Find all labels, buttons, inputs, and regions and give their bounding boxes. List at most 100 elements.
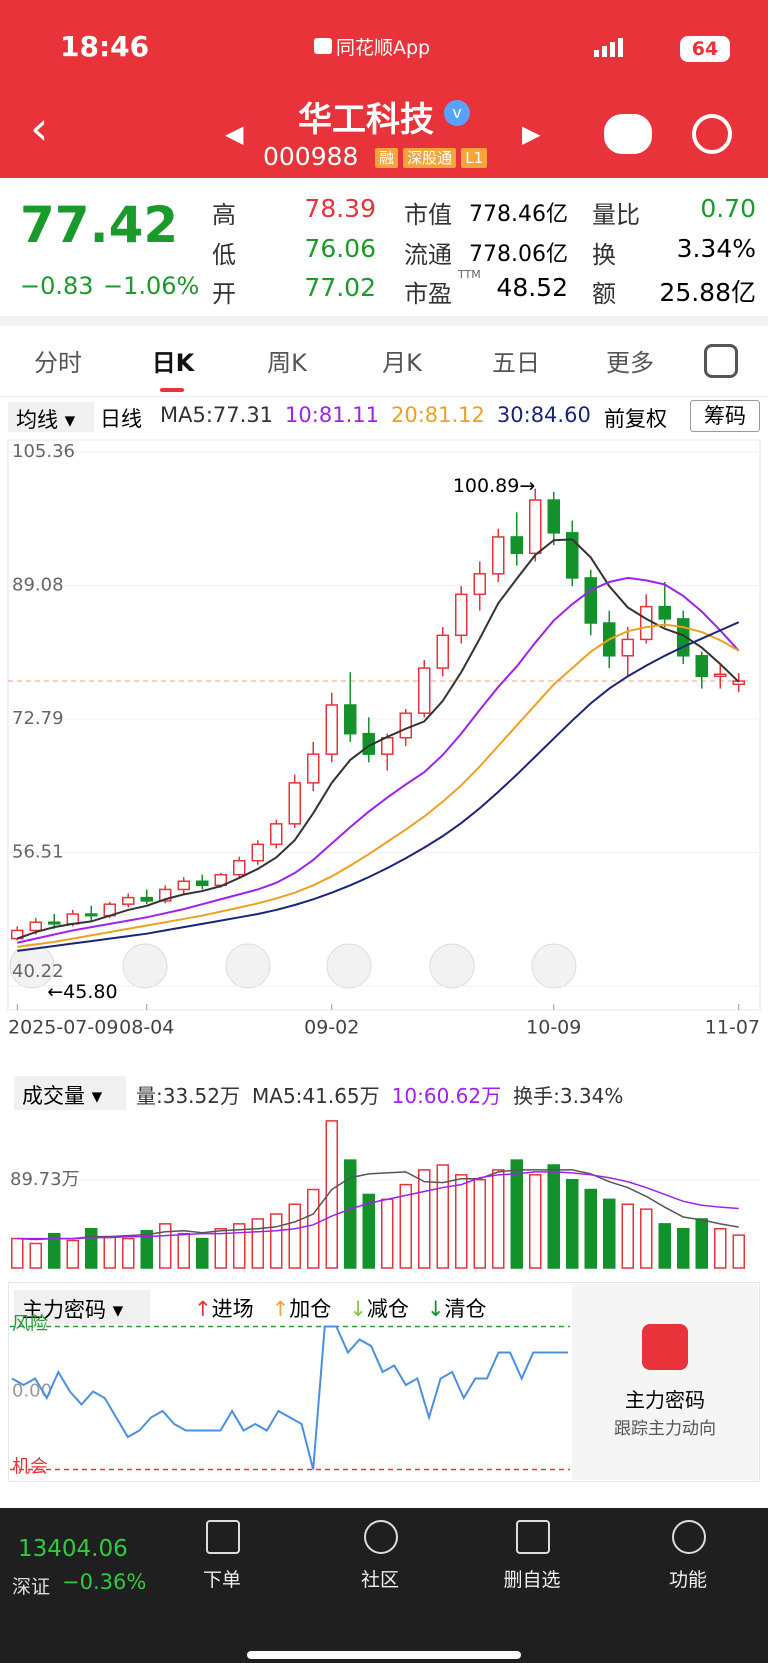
tab[interactable]: 五日 xyxy=(492,349,540,377)
stat-value: 778.46亿 xyxy=(469,202,568,227)
y-tick-label: 风险 xyxy=(12,1314,48,1335)
nav-item[interactable]: 功能 xyxy=(668,1569,707,1591)
volume-bar xyxy=(603,1198,616,1269)
ma-legend-item: MA5:77.31 xyxy=(160,403,274,427)
nav-item[interactable]: 下单 xyxy=(202,1569,241,1591)
index-value: 13404.06 xyxy=(18,1536,128,1562)
tab[interactable]: 周K xyxy=(267,349,307,377)
volume-bar xyxy=(196,1237,209,1269)
volume-bar xyxy=(399,1183,412,1269)
candle-body xyxy=(159,888,172,902)
low-annotation: ←45.80 xyxy=(47,981,117,1003)
indicator-button[interactable]: 主力密码 ▾ xyxy=(14,1290,150,1324)
y-tick-label: 机会 xyxy=(12,1457,48,1478)
candle-body xyxy=(233,859,246,876)
candle-body xyxy=(584,577,597,624)
tab[interactable]: 日K xyxy=(151,349,195,377)
prev-stock[interactable]: ◀ xyxy=(225,120,244,148)
indicator-legend-item: 进场 xyxy=(211,1297,254,1321)
panel-title: 主力密码 xyxy=(625,1388,705,1412)
volume-bar xyxy=(492,1169,505,1269)
volume-legend-item: 换手:3.34% xyxy=(513,1084,624,1108)
nav-icon xyxy=(672,1520,706,1554)
lock-icon xyxy=(642,1324,688,1370)
ma-line xyxy=(17,623,740,948)
nav-item[interactable]: 社区 xyxy=(360,1569,399,1591)
chips-button[interactable]: 筹码 xyxy=(690,400,760,432)
tab[interactable]: 更多 xyxy=(606,349,654,377)
search-icon[interactable] xyxy=(692,114,732,154)
tab[interactable]: 分时 xyxy=(34,349,82,377)
candle-body xyxy=(288,782,301,825)
volume-button[interactable]: 成交量 ▾ xyxy=(14,1076,126,1110)
candle-body xyxy=(640,605,653,641)
volume-bar xyxy=(510,1159,523,1269)
stat-label: 额 xyxy=(592,280,616,308)
tags: 融 深股通 L1 xyxy=(375,147,488,168)
verified-badge: v xyxy=(444,100,470,126)
indicator-title: 主力密码 xyxy=(22,1298,106,1322)
indicator-legend: ↑进场 ↑加仓 ↓减仓 ↓清仓 xyxy=(164,1293,486,1323)
stat-label: 市盈 xyxy=(404,280,452,308)
ttm: TTM xyxy=(458,268,481,281)
volume-legend: 量:33.52万 MA5:41.65万 10:60.62万 换手:3.34% xyxy=(136,1080,635,1109)
control-button[interactable] xyxy=(326,943,372,989)
settings-icon[interactable] xyxy=(704,344,738,378)
candle-body xyxy=(621,638,634,657)
candle-body xyxy=(381,737,394,755)
volume-bar xyxy=(381,1198,394,1269)
ma-button[interactable]: 均线 ▾ xyxy=(8,402,94,432)
candle-body xyxy=(714,673,727,678)
y-tick-label: 56.51 xyxy=(12,841,64,862)
robot-icon[interactable] xyxy=(604,114,652,154)
volume-legend-item: MA5:41.65万 xyxy=(252,1084,380,1108)
tag: 深股通 xyxy=(403,148,457,168)
control-button[interactable] xyxy=(225,943,271,989)
ma-button-text: 均线 xyxy=(16,408,58,432)
stat-label: 量比 xyxy=(592,201,640,229)
status-app: 同花顺App xyxy=(314,33,430,60)
ma-legend: MA5:77.31 10:81.11 20:81.12 30:84.60 xyxy=(160,403,603,427)
next-stock[interactable]: ▶ xyxy=(522,120,541,148)
candle-body xyxy=(547,499,560,534)
control-button[interactable] xyxy=(122,943,168,989)
volume-ma-line xyxy=(17,1171,739,1240)
control-button[interactable] xyxy=(429,943,475,989)
volume-bar xyxy=(566,1178,579,1269)
candle-body xyxy=(85,913,98,917)
candle-body xyxy=(344,704,357,735)
candle-body xyxy=(196,880,209,887)
ma-legend-item: 10:81.11 xyxy=(285,403,379,427)
candle-body xyxy=(325,704,338,755)
volume-legend-item: 10:60.62万 xyxy=(391,1084,502,1108)
stat-label: 高 xyxy=(212,201,236,229)
app-name: 同花顺App xyxy=(336,37,431,59)
nav-item[interactable]: 删自选 xyxy=(503,1569,561,1591)
volume-bar xyxy=(11,1237,24,1269)
stat-value: 76.06 xyxy=(304,234,376,263)
stat-label: 开 xyxy=(212,280,236,308)
control-button[interactable] xyxy=(531,943,577,989)
indicator-legend-item: 减仓 xyxy=(366,1297,409,1321)
indicator-legend-item: 加仓 xyxy=(289,1297,332,1321)
stat-value: 0.70 xyxy=(700,194,756,223)
volume-bar xyxy=(85,1228,98,1269)
tag: 融 xyxy=(375,148,399,168)
adjust[interactable]: 前复权 xyxy=(604,407,667,431)
volume-bar xyxy=(658,1223,671,1269)
indicator-panel[interactable]: 主力密码 跟踪主力动向 xyxy=(572,1284,758,1480)
tab-underline xyxy=(160,388,184,392)
candle-body xyxy=(29,921,42,932)
candle-body xyxy=(695,655,708,678)
volume-bar xyxy=(473,1178,486,1269)
status-time: 18:46 xyxy=(60,30,150,63)
back-button[interactable]: ‹ xyxy=(30,101,49,155)
indicator-legend-item: 清仓 xyxy=(444,1297,487,1321)
tab[interactable]: 月K xyxy=(382,349,422,377)
volume-bar xyxy=(547,1164,560,1269)
signal-icon xyxy=(592,36,632,57)
index-change: −0.36% xyxy=(62,1570,147,1594)
x-tick-label: 11-07 xyxy=(705,1017,760,1039)
high-annotation: 100.89→ xyxy=(453,475,535,497)
